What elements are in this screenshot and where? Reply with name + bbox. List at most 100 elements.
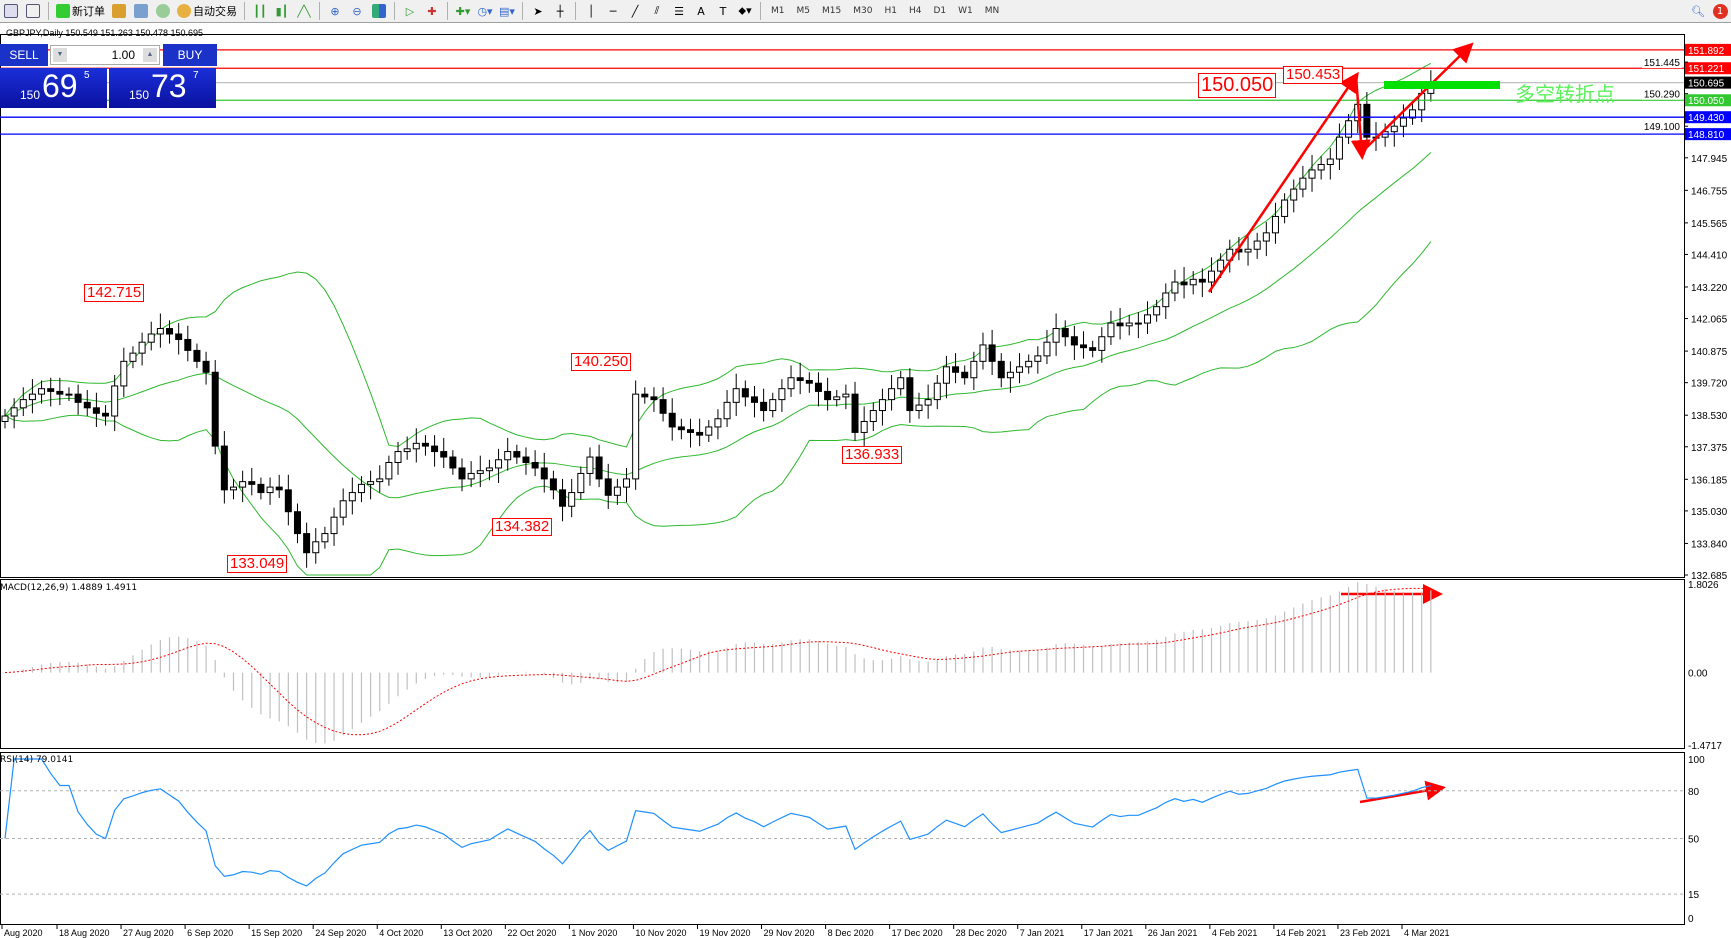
candle — [1317, 156, 1325, 180]
timeframe-w1[interactable]: W1 — [958, 6, 973, 16]
candle — [1034, 346, 1042, 374]
candle-body — [504, 451, 512, 461]
buy-price-main: 73 — [151, 68, 187, 104]
periods-button[interactable]: ◷▾ — [474, 1, 496, 21]
price-annotation[interactable]: 136.933 — [842, 446, 903, 464]
candle-chart-button[interactable]: ▮┃ — [271, 1, 293, 21]
lot-decrease-button[interactable]: ▼ — [53, 48, 67, 62]
candle — [1016, 353, 1024, 384]
bollinger-band-l — [4, 241, 1432, 576]
fibonacci-icon: ☰ — [674, 4, 684, 18]
market-watch-button[interactable] — [108, 1, 130, 21]
auto-trading-button[interactable]: 自动交易 — [174, 1, 240, 21]
candle-body — [412, 442, 420, 450]
buy-button[interactable]: BUY — [163, 44, 217, 66]
candle — [403, 436, 411, 460]
timeframe-h4[interactable]: H4 — [908, 6, 922, 16]
chart-shift-button[interactable]: ✚ — [421, 1, 443, 21]
timeframe-mn[interactable]: MN — [984, 6, 1000, 16]
candle — [522, 447, 530, 475]
candle — [869, 402, 877, 432]
auto-scroll-button[interactable]: ▷ — [399, 1, 421, 21]
candle — [568, 478, 576, 518]
price-annotation[interactable]: 150.453 — [1283, 66, 1344, 84]
price-line-label: 151.892 — [1688, 46, 1725, 57]
candle — [193, 343, 201, 369]
notifications-button[interactable]: 1 — [1709, 1, 1731, 21]
lot-increase-button[interactable]: ▲ — [143, 48, 157, 62]
zoom-out-button[interactable]: ⊖ — [346, 1, 368, 21]
candle — [961, 365, 969, 385]
candle — [604, 463, 612, 509]
signals-button[interactable] — [152, 1, 174, 21]
price-tick-label: 139.720 — [1691, 379, 1728, 390]
text-button[interactable]: A — [690, 1, 712, 21]
candle — [1253, 232, 1261, 259]
candle — [10, 398, 18, 429]
price-annotation[interactable]: 142.715 — [84, 284, 145, 302]
timeframe-h1[interactable]: H1 — [884, 6, 897, 16]
timeframe-m1[interactable]: M1 — [771, 6, 785, 16]
candle-body — [175, 333, 183, 340]
search-button[interactable]: 🔍︎ — [1687, 1, 1709, 21]
horizontal-line-button[interactable]: ─ — [602, 1, 624, 21]
candle — [1180, 267, 1188, 299]
date-label: 17 Dec 2020 — [892, 928, 943, 938]
indicators-button[interactable]: ✚▾ — [452, 1, 474, 21]
timeframe-m15[interactable]: M15 — [822, 6, 842, 16]
vertical-line-button[interactable]: │ — [580, 1, 602, 21]
zoom-in-button[interactable]: ⊕ — [324, 1, 346, 21]
channel-button[interactable]: ⫽ — [646, 1, 668, 21]
candle-body — [677, 426, 685, 431]
candle — [1052, 313, 1060, 356]
candle-body — [1399, 117, 1407, 127]
candle-body — [650, 396, 658, 401]
crosshair-button[interactable]: ┼ — [549, 1, 571, 21]
candle — [1070, 325, 1078, 360]
candle-body — [568, 492, 576, 507]
candle-body — [38, 388, 46, 395]
templates-button[interactable]: ▤▾ — [496, 1, 518, 21]
candle — [1262, 221, 1270, 257]
candle — [723, 390, 731, 427]
lot-stepper[interactable]: ▼ 1.00 ▲ — [50, 45, 160, 65]
candle-body — [906, 377, 914, 412]
fibonacci-button[interactable]: ☰ — [668, 1, 690, 21]
text-label-button[interactable]: T — [712, 1, 734, 21]
chart-icon — [4, 4, 18, 18]
candle — [1025, 354, 1033, 374]
timeframe-m5[interactable]: M5 — [796, 6, 811, 16]
candle — [28, 379, 36, 414]
candle — [1198, 268, 1206, 298]
price-annotation[interactable]: 133.049 — [227, 555, 288, 573]
price-annotation[interactable]: 140.250 — [571, 353, 632, 371]
new-chart-button[interactable] — [0, 1, 22, 21]
candle — [805, 372, 813, 393]
sell-button[interactable]: SELL — [0, 44, 48, 66]
line-chart-button[interactable]: ╱╲ — [293, 1, 315, 21]
timeframe-m30[interactable]: M30 — [853, 6, 873, 16]
candle-body — [1317, 163, 1325, 171]
candle-body — [924, 399, 932, 406]
navigator-button[interactable] — [130, 1, 152, 21]
arrows-icon: ⬥▾ — [738, 4, 752, 17]
arrows-button[interactable]: ⬥▾ — [734, 1, 756, 21]
sell-price[interactable]: 150 69 5 — [0, 68, 107, 108]
tile-windows-button[interactable] — [368, 1, 390, 21]
new-order-button[interactable]: 新订单 — [53, 1, 108, 21]
turning-point-text[interactable]: 多空转折点 — [1515, 82, 1615, 106]
macd-panel-frame — [0, 579, 1685, 749]
bar-chart-button[interactable]: ┃┃ — [249, 1, 271, 21]
candle — [586, 447, 594, 486]
trendline-button[interactable]: ╱ — [624, 1, 646, 21]
price-line-label-bg — [1685, 62, 1731, 75]
buy-price[interactable]: 150 73 7 — [109, 68, 216, 108]
price-annotation[interactable]: 150.050 — [1198, 73, 1277, 98]
zoom-chart-button[interactable] — [22, 1, 44, 21]
lot-value[interactable]: 1.00 — [111, 48, 135, 62]
cursor-button[interactable]: ➤ — [527, 1, 549, 21]
price-annotation[interactable]: 134.382 — [492, 518, 553, 536]
timeframe-d1[interactable]: D1 — [933, 6, 947, 16]
date-label: Aug 2020 — [4, 928, 43, 938]
